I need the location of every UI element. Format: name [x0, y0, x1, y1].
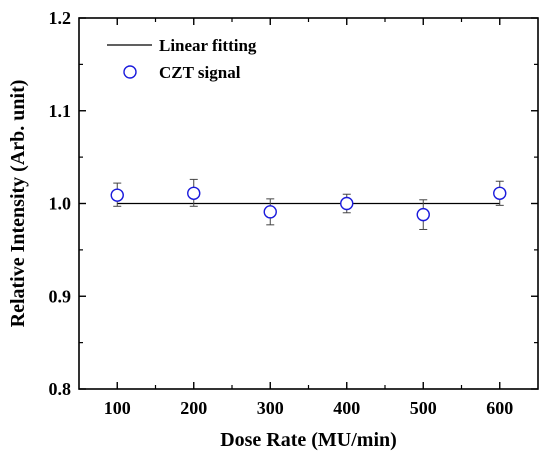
legend: Linear fitting CZT signal [107, 36, 257, 82]
x-axis-title: Dose Rate (MU/min) [220, 429, 397, 451]
data-point-200 [187, 186, 201, 200]
y-tick-label-1: 0.9 [49, 286, 72, 306]
legend-label-linear-fitting: Linear fitting [159, 36, 257, 55]
x-tick-label-500: 500 [410, 398, 437, 418]
x-tick-label-100: 100 [104, 398, 131, 418]
data-point-500 [416, 207, 430, 222]
y-tick-label-2: 1.0 [49, 194, 72, 214]
tick-labels: 100 200 300 400 500 600 0.8 0.9 1.0 1.1 1.2 [49, 8, 514, 418]
data-point-400 [340, 196, 354, 211]
x-tick-label-600: 600 [486, 398, 513, 418]
y-tick-label-0: 0.8 [49, 379, 72, 399]
x-tick-label-200: 200 [180, 398, 207, 418]
legend-label-czt-signal: CZT signal [159, 63, 241, 82]
legend-marker-swatch [123, 65, 137, 79]
x-tick-label-300: 300 [257, 398, 284, 418]
y-axis-title: Relative Intensity (Arb. unit) [7, 80, 29, 328]
data-point-600 [493, 186, 507, 200]
data-point-100 [110, 188, 124, 202]
y-tick-label-3: 1.1 [49, 101, 72, 121]
axis-ticks [79, 17, 538, 390]
data-point-300 [263, 205, 277, 219]
y-tick-label-4: 1.2 [49, 8, 72, 28]
x-tick-label-400: 400 [333, 398, 360, 418]
